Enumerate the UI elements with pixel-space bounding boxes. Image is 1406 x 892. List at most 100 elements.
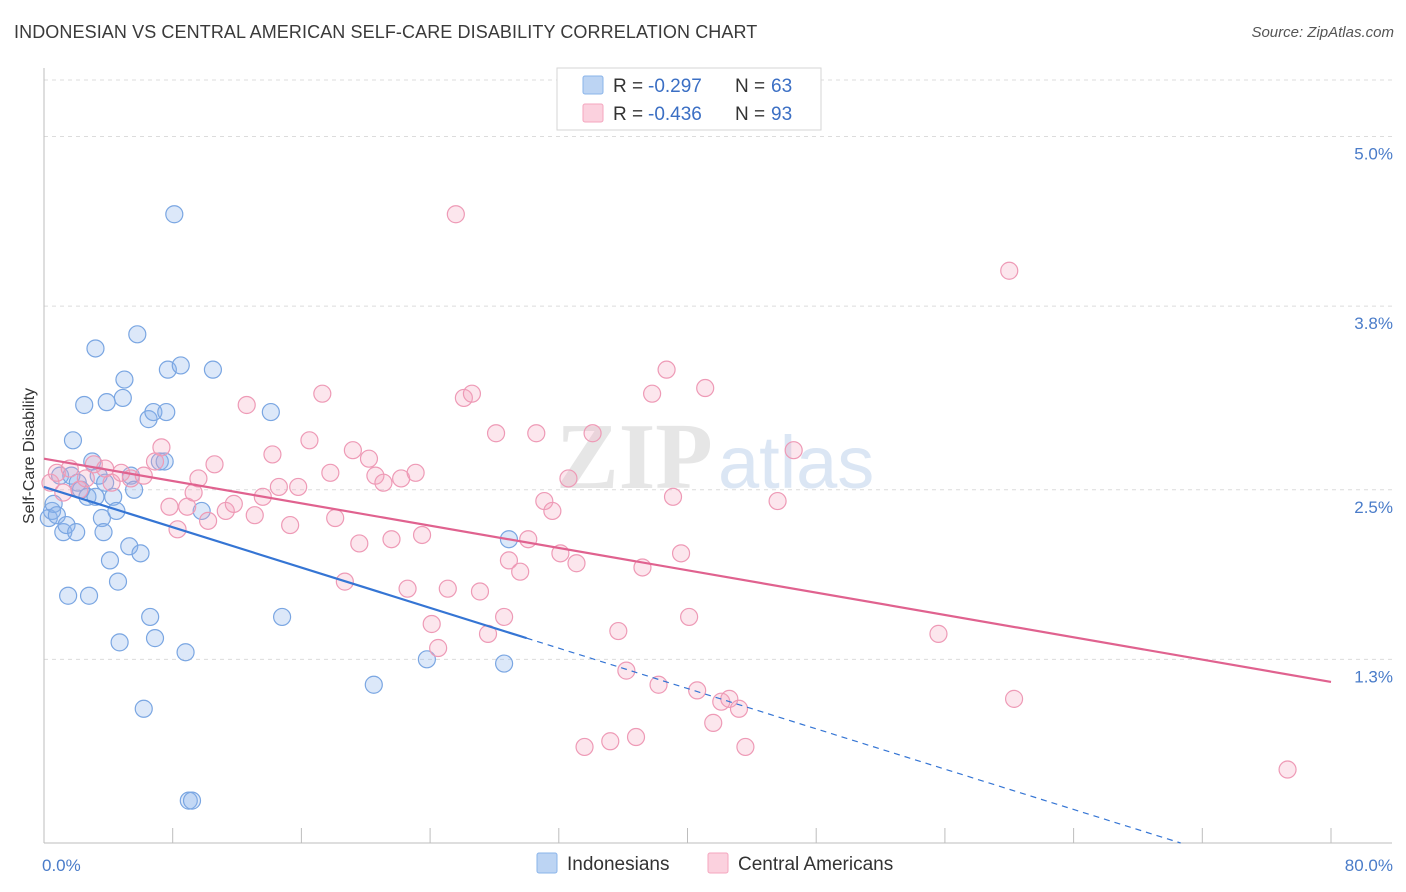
central-american-point-63 xyxy=(567,554,586,573)
central-american-point-58 xyxy=(527,424,546,443)
central-american-point-73 xyxy=(657,360,676,379)
central-american-point-35 xyxy=(343,441,362,460)
indonesian-point-23 xyxy=(97,393,116,412)
legend-swatch-indonesians xyxy=(582,75,604,95)
central-american-point-71 xyxy=(643,384,662,403)
indonesian-point-34 xyxy=(128,325,147,344)
central-american-point-72 xyxy=(649,675,668,694)
central-american-point-51 xyxy=(470,582,490,601)
watermark: ZIP atlas xyxy=(556,405,874,509)
central-american-point-84 xyxy=(768,491,787,511)
indonesian-point-43 xyxy=(157,402,176,422)
series-swatch-central-americans xyxy=(707,852,729,874)
indonesian-point-55 xyxy=(417,650,436,669)
indonesian-point-29 xyxy=(113,388,132,408)
y-tick-labels: 1.3% 2.5% 3.8% 5.0% xyxy=(1354,145,1393,687)
series-label-indonesians: Indonesians xyxy=(567,854,669,875)
central-american-point-32 xyxy=(321,463,340,482)
central-american-point-33 xyxy=(326,508,345,528)
legend-r-value-2: -0.436 xyxy=(648,104,702,125)
central-american-point-76 xyxy=(680,607,699,627)
central-american-point-37 xyxy=(359,449,379,468)
central-american-point-77 xyxy=(688,681,707,700)
central-american-point-46 xyxy=(429,638,448,658)
central-american-point-85 xyxy=(784,441,803,460)
central-american-point-56 xyxy=(511,562,530,581)
central-american-point-14 xyxy=(160,497,179,516)
central-american-point-45 xyxy=(422,614,441,634)
indonesian-point-3 xyxy=(47,506,66,525)
indonesian-trend-extension xyxy=(526,637,1181,844)
central-american-point-82 xyxy=(729,699,749,718)
indonesian-point-42 xyxy=(155,452,174,471)
x-tick-label-1: 80.0% xyxy=(1345,856,1393,875)
legend-swatch-central-americans xyxy=(582,103,604,123)
indonesian-point-13 xyxy=(75,395,94,415)
indonesian-point-8 xyxy=(62,466,81,485)
watermark-atlas: atlas xyxy=(718,421,874,504)
indonesian-point-47 xyxy=(176,643,195,662)
legend-r-value-1: -0.297 xyxy=(648,76,702,97)
central-american-point-78 xyxy=(696,378,715,398)
indonesian-point-9 xyxy=(63,431,83,450)
central-american-point-22 xyxy=(224,494,243,513)
central-american-trend-line xyxy=(43,457,1332,684)
central-american-point-40 xyxy=(382,530,401,549)
x-tick-labels: 0.0% 80.0% xyxy=(42,856,1393,875)
grid-lines xyxy=(44,79,1392,660)
indonesian-point-27 xyxy=(108,572,128,591)
central-american-point-60 xyxy=(543,501,562,521)
central-american-point-86 xyxy=(929,624,948,643)
correlation-legend: R = -0.297 N = 63 R = -0.436 N = 93 xyxy=(556,67,822,131)
central-american-point-36 xyxy=(350,534,369,553)
indonesian-point-46 xyxy=(171,356,190,375)
indonesian-point-45 xyxy=(165,205,184,224)
central-american-point-55 xyxy=(499,551,519,570)
indonesian-point-25 xyxy=(104,487,123,506)
indonesian-point-35 xyxy=(131,544,150,563)
indonesian-point-7 xyxy=(59,586,78,605)
central-american-point-47 xyxy=(438,579,457,598)
chart-title: INDONESIAN VS CENTRAL AMERICAN SELF-CARE… xyxy=(14,22,758,42)
central-american-point-79 xyxy=(704,713,723,732)
central-american-point-39 xyxy=(374,473,393,492)
x-tick-label-0: 0.0% xyxy=(42,856,81,875)
central-american-point-24 xyxy=(245,506,264,525)
y-tick-label-1: 2.5% xyxy=(1354,498,1393,517)
indonesian-point-38 xyxy=(141,607,160,627)
central-american-point-29 xyxy=(289,477,308,497)
indonesian-point-24 xyxy=(100,551,120,570)
indonesian-trend-line xyxy=(43,485,527,640)
indonesian-point-6 xyxy=(57,515,76,535)
central-american-point-53 xyxy=(486,424,506,443)
central-american-point-62 xyxy=(559,469,578,488)
central-american-point-30 xyxy=(300,431,319,450)
central-american-point-19 xyxy=(198,511,218,530)
indonesian-point-26 xyxy=(107,501,126,521)
central-american-point-66 xyxy=(601,732,620,751)
indonesian-point-51 xyxy=(203,360,223,379)
central-american-point-44 xyxy=(412,525,432,545)
central-american-point-5 xyxy=(76,469,95,488)
central-american-point-8 xyxy=(102,473,121,492)
indonesian-point-49 xyxy=(182,791,202,810)
y-axis-label: Self-Care Disability xyxy=(21,388,38,524)
series-legend: Indonesians Central Americans xyxy=(536,852,893,875)
indonesian-point-40 xyxy=(145,629,165,648)
legend-r-label-2: R = xyxy=(613,104,643,125)
indonesian-point-28 xyxy=(110,633,129,652)
indonesian-point-41 xyxy=(150,452,169,471)
indonesian-point-18 xyxy=(86,339,105,358)
axes xyxy=(43,68,1392,844)
indonesian-point-52 xyxy=(261,402,280,422)
central-american-point-31 xyxy=(313,384,332,403)
indonesian-point-50 xyxy=(192,501,211,521)
indonesian-point-30 xyxy=(115,370,134,389)
legend-n-label-2: N = xyxy=(735,104,765,125)
central-american-point-89 xyxy=(1278,760,1297,779)
indonesian-point-10 xyxy=(67,523,86,542)
indonesian-point-33 xyxy=(124,480,144,499)
legend-r-label-1: R = xyxy=(613,76,643,97)
legend-n-value-1: 63 xyxy=(771,76,792,97)
